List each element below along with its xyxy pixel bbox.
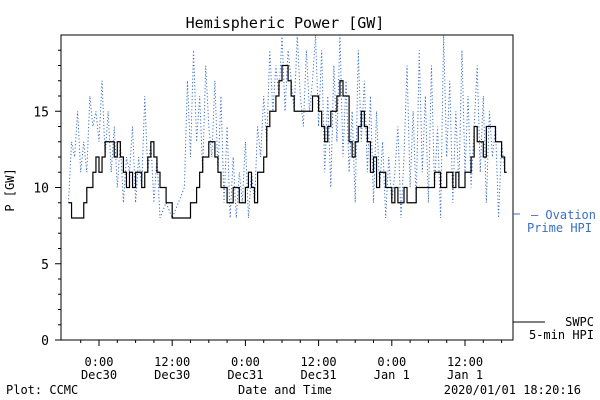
x-tick-time-label: 0:00 — [231, 355, 260, 369]
legend-swpc-line1: SWPC — [565, 315, 594, 329]
x-tick-time-label: 12:00 — [301, 355, 337, 369]
x-tick-date-label: Dec31 — [227, 368, 263, 382]
series-line-swpc — [68, 64, 507, 219]
x-tick-date-label: Dec31 — [301, 368, 337, 382]
y-axis-ticks: 0 5 10 15 — [33, 49, 61, 349]
y-axis-label: P [GW] — [3, 168, 17, 211]
legend-ovation-line1: — Ovation — [531, 208, 596, 222]
x-tick-date-label: Jan 1 — [374, 368, 410, 382]
x-tick-time-label: 12:00 — [154, 355, 190, 369]
y-tick-label: 5 — [41, 258, 49, 273]
plot-credit: Plot: CCMC — [6, 383, 78, 397]
plot-timestamp: 2020/01/01 18:20:16 — [444, 383, 581, 397]
x-tick-date-label: Dec30 — [154, 368, 190, 382]
x-axis-label: Date and Time — [238, 383, 332, 397]
x-tick-date-label: Jan 1 — [447, 368, 483, 382]
y-tick-label: 0 — [41, 334, 49, 349]
y-tick-label: 10 — [33, 182, 49, 197]
x-tick-time-label: 0:00 — [377, 355, 406, 369]
x-tick-time-label: 0:00 — [85, 355, 114, 369]
x-tick-date-label: Dec30 — [81, 368, 117, 382]
y-tick-label: 15 — [33, 105, 49, 120]
series-layer — [68, 34, 507, 220]
x-axis-ticks: 0:00Dec3012:00Dec300:00Dec3112:00Dec310:… — [80, 340, 503, 382]
chart-title: Hemispheric Power [GW] — [186, 14, 385, 32]
legend-ovation-line2: Prime HPI — [527, 221, 592, 235]
legend-swpc-line2: 5-min HPI — [529, 328, 594, 342]
x-tick-time-label: 12:00 — [447, 355, 483, 369]
